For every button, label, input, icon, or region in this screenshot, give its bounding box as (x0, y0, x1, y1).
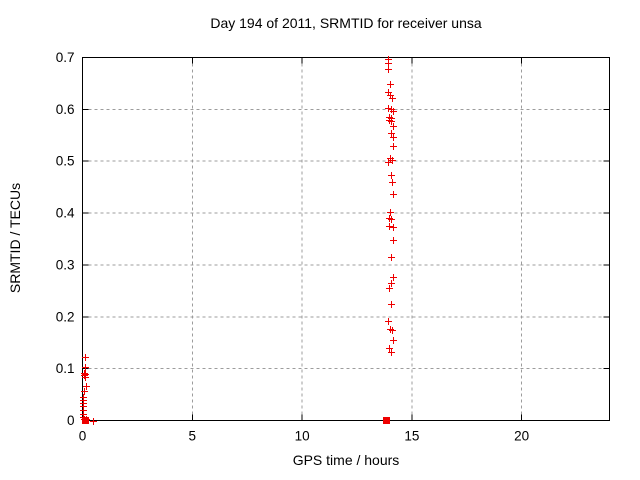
data-points (80, 56, 397, 425)
x-tick-label: 10 (295, 429, 310, 444)
axis-ticks (82, 57, 610, 421)
x-tick-label: 5 (189, 429, 197, 444)
y-tick-label: 0.5 (56, 154, 75, 169)
y-tick-label: 0.3 (56, 257, 75, 272)
y-tick-labels: 0 0.1 0.2 0.3 0.4 0.5 0.6 0.7 (56, 50, 75, 428)
overlap-squares (82, 417, 390, 424)
plot-border (82, 57, 610, 421)
y-tick-label: 0.7 (56, 50, 75, 65)
grid-lines (82, 57, 610, 421)
y-tick-label: 0.4 (56, 206, 75, 221)
y-tick-label: 0.6 (56, 102, 75, 117)
x-tick-label: 0 (79, 429, 87, 444)
chart-title: Day 194 of 2011, SRMTID for receiver uns… (210, 15, 482, 31)
y-tick-label: 0 (67, 413, 75, 428)
x-axis-label: GPS time / hours (292, 452, 400, 468)
y-tick-label: 0.1 (56, 361, 75, 376)
y-tick-label: 0.2 (56, 309, 75, 324)
x-tick-label: 20 (514, 429, 529, 444)
x-tick-labels: 0 5 10 15 20 (79, 429, 529, 444)
x-tick-label: 15 (404, 429, 419, 444)
